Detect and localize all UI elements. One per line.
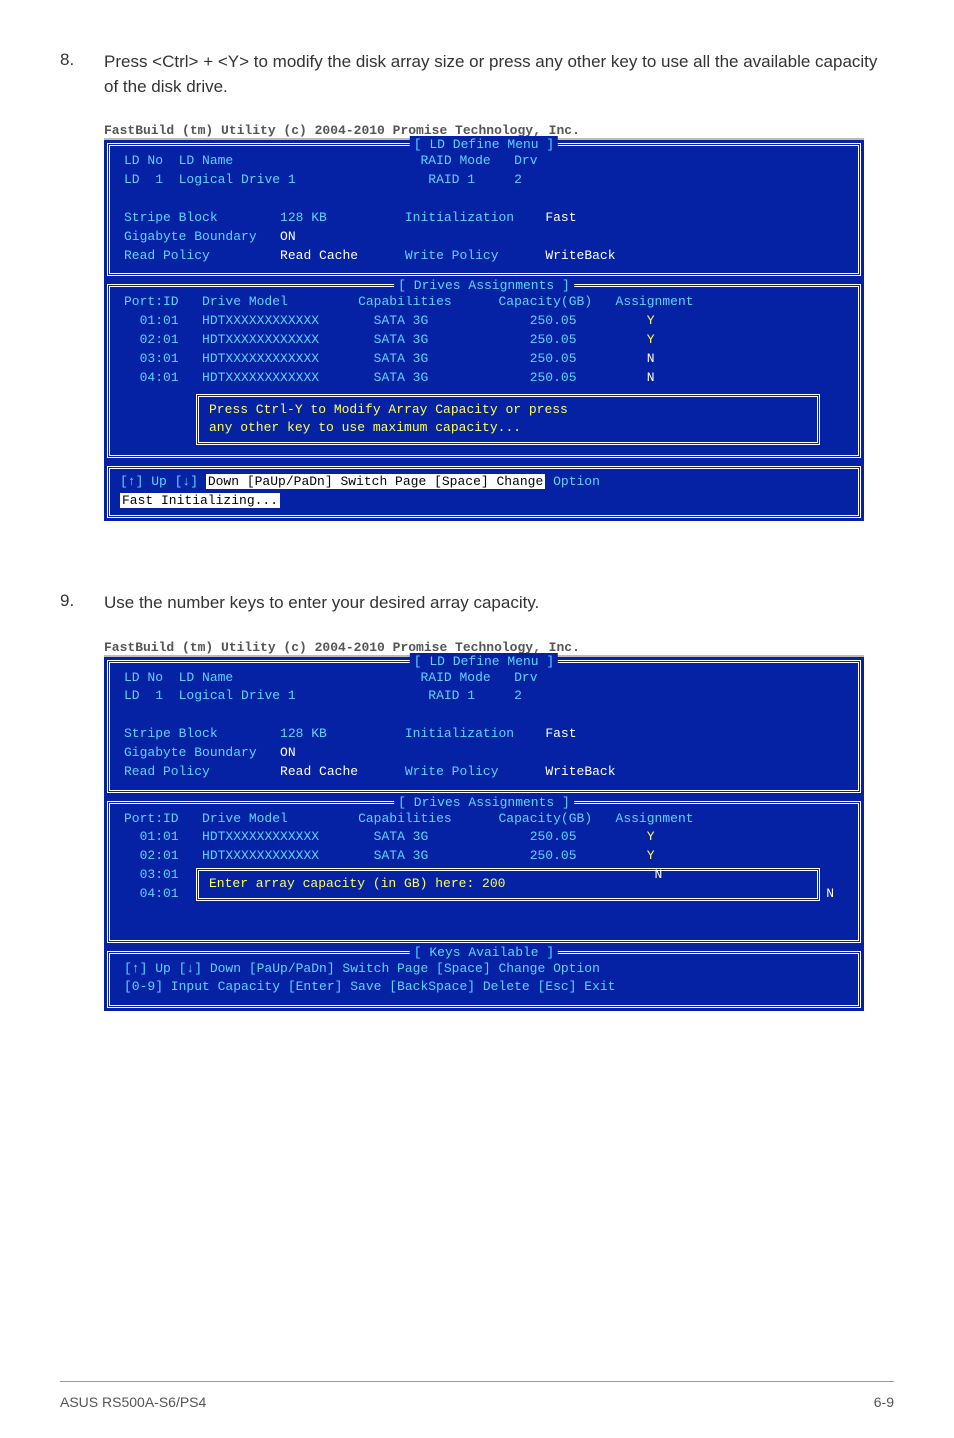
step-text: Use the number keys to enter your desire… — [104, 591, 539, 616]
box-title: [ LD Define Menu ] — [410, 653, 558, 672]
step-9: 9. Use the number keys to enter your des… — [60, 591, 894, 616]
drives-box: [ Drives Assignments ] Port:ID Drive Mod… — [107, 801, 861, 943]
nav-bar: [↑] Up [↓] Down [PaUp/PaDn] Switch Page … — [107, 466, 861, 518]
keys-box: [ Keys Available ] [↑] Up [↓] Down [PaUp… — [107, 951, 861, 1009]
drives-title: [ Drives Assignments ] — [394, 794, 574, 813]
popup-message: Press Ctrl-Y to Modify Array Capacity or… — [196, 394, 820, 446]
terminal-1: [ LD Define Menu ] LD No LD Name RAID Mo… — [104, 138, 864, 521]
keys-title: [ Keys Available ] — [410, 944, 558, 963]
footer-left: ASUS RS500A-S6/PS4 — [60, 1394, 206, 1410]
step-8: 8. Press <Ctrl> + <Y> to modify the disk… — [60, 50, 894, 99]
footer-right: 6-9 — [874, 1394, 894, 1410]
drive-row: 02:01 HDTXXXXXXXXXXXX SATA 3G 250.05 Y — [124, 331, 844, 350]
ld-define-box: [ LD Define Menu ] LD No LD Name RAID Mo… — [107, 143, 861, 276]
drives-title: [ Drives Assignments ] — [394, 277, 574, 296]
page-footer: ASUS RS500A-S6/PS4 6-9 — [60, 1381, 894, 1410]
step-text: Press <Ctrl> + <Y> to modify the disk ar… — [104, 50, 894, 99]
drive-row: 03:01 HDTXXXXXXXXXXXX SATA 3G 250.05 N — [124, 350, 844, 369]
terminal-2: [ LD Define Menu ] LD No LD Name RAID Mo… — [104, 655, 864, 1012]
step-number: 8. — [60, 50, 104, 99]
box-title: [ LD Define Menu ] — [410, 136, 558, 155]
drive-row: 04:01N — [124, 885, 844, 904]
drive-row: 02:01 HDTXXXXXXXXXXXX SATA 3G 250.05 Y — [124, 847, 844, 866]
drives-box: [ Drives Assignments ] Port:ID Drive Mod… — [107, 284, 861, 458]
drive-row: 01:01 HDTXXXXXXXXXXXX SATA 3G 250.05 Y — [124, 828, 844, 847]
drive-row: 04:01 HDTXXXXXXXXXXXX SATA 3G 250.05 N — [124, 369, 844, 388]
ld-define-box: [ LD Define Menu ] LD No LD Name RAID Mo… — [107, 660, 861, 793]
step-number: 9. — [60, 591, 104, 616]
drive-row: 01:01 HDTXXXXXXXXXXXX SATA 3G 250.05 Y — [124, 312, 844, 331]
